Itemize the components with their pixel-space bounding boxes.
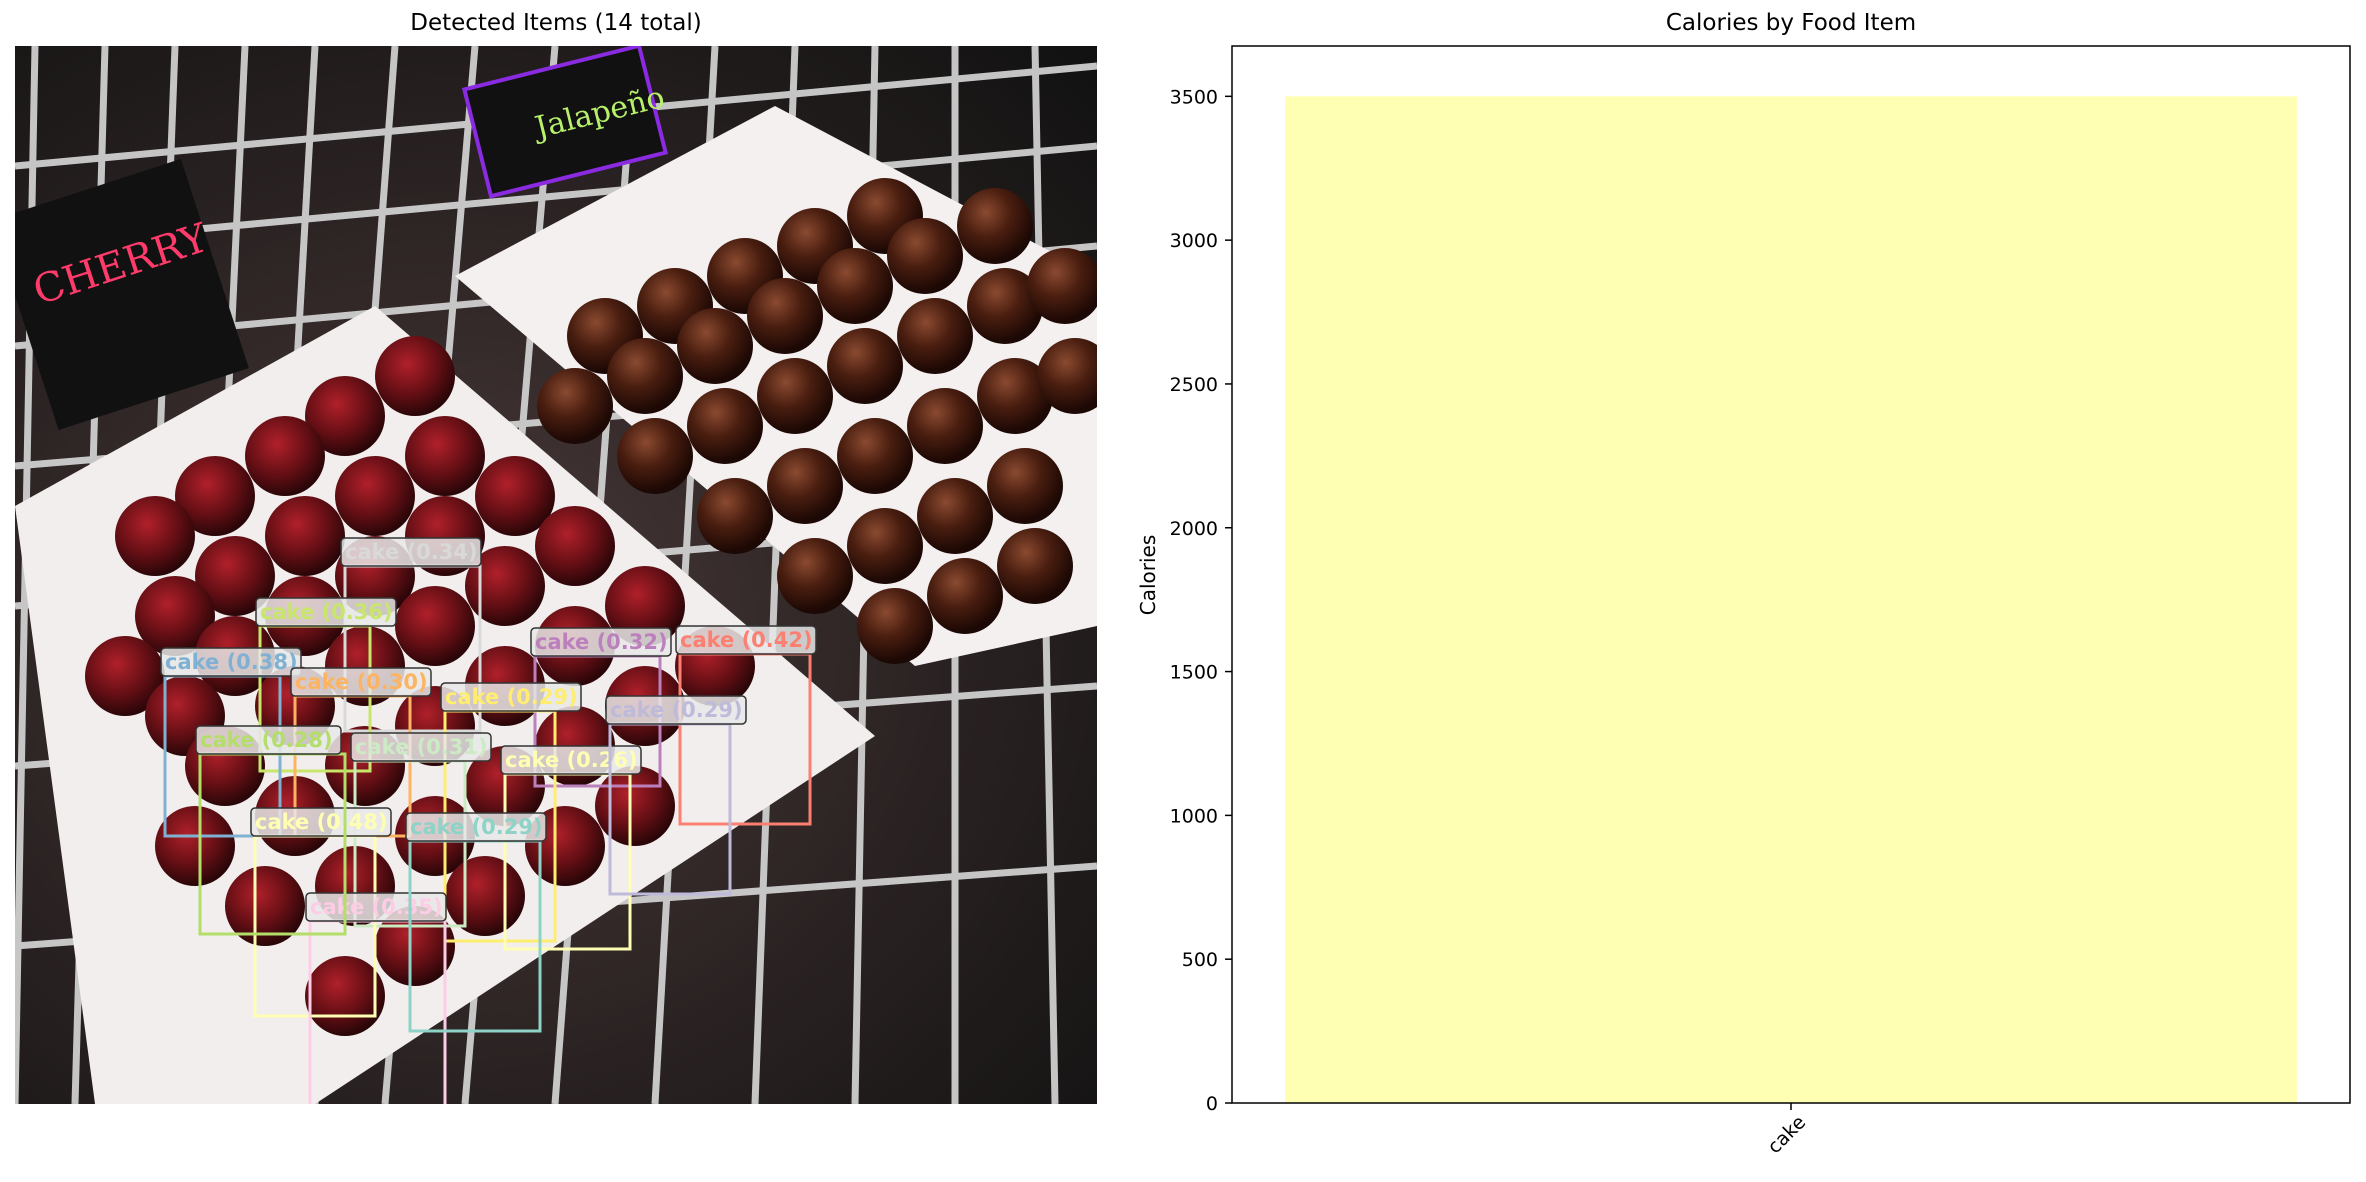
chocolate-truffle — [957, 188, 1033, 264]
y-tick-label: 3000 — [1170, 230, 1218, 252]
chocolate-truffle — [1037, 338, 1097, 414]
detection-label-bg — [160, 647, 302, 677]
food-display-scene: CHERRY Jalapeño cake (0.34)cake (0.36)ca… — [15, 46, 1097, 1104]
chocolate-truffle — [927, 558, 1003, 634]
y-axis: 0 500 1000 1500 2000 2500 3000 3500 — [1170, 86, 1232, 1115]
red-truffle — [335, 456, 415, 536]
chocolate-truffle — [607, 338, 683, 414]
jalapeno-sign — [461, 46, 669, 199]
chocolate-truffle — [907, 388, 983, 464]
detection-label: cake (0.36) — [260, 600, 393, 624]
chocolate-truffle — [967, 268, 1043, 344]
chocolate-truffle — [677, 308, 753, 384]
red-truffle — [175, 456, 255, 536]
red-truffle — [155, 806, 235, 886]
chocolate-truffle — [687, 388, 763, 464]
red-truffle — [245, 416, 325, 496]
red-truffle — [115, 496, 195, 576]
chart-title: Calories by Food Item — [1665, 10, 1917, 36]
detection-boxes: cake (0.34)cake (0.36)cake (0.38)cake (0… — [160, 537, 817, 1104]
chocolate-truffle — [1027, 248, 1097, 324]
bar-cake — [1285, 96, 2297, 1104]
detection-label-bg — [195, 725, 342, 755]
detection-label: cake (0.30) — [295, 670, 428, 694]
detection-label-bg — [350, 732, 492, 762]
chocolate-truffle — [847, 508, 923, 584]
chocolate-truffle — [747, 278, 823, 354]
detection-label: cake (0.48) — [255, 810, 388, 834]
chocolate-truffle — [887, 218, 963, 294]
red-truffle — [405, 416, 485, 496]
chocolate-truffle — [997, 528, 1073, 604]
y-tick-label: 1500 — [1170, 662, 1218, 684]
y-axis-label: Calories — [1136, 535, 1160, 616]
detection-label-bg — [290, 667, 432, 697]
chocolate-truffle — [767, 448, 843, 524]
chocolate-truffles — [537, 178, 1097, 664]
detection-label: cake (0.31) — [355, 735, 488, 759]
chocolate-truffle — [817, 248, 893, 324]
bars — [1285, 96, 2297, 1104]
detection-label: cake (0.28) — [200, 728, 333, 752]
detection-label: cake (0.38) — [165, 650, 298, 674]
chocolate-truffle — [977, 358, 1053, 434]
chocolate-truffle — [617, 418, 693, 494]
detection-photo: CHERRY Jalapeño cake (0.34) cake (0.36) ca… — [15, 46, 1097, 1104]
chocolate-truffle — [697, 478, 773, 554]
detection-label-bg — [340, 537, 482, 567]
y-tick-label: 1000 — [1170, 805, 1218, 827]
chocolate-truffle — [857, 588, 933, 664]
red-truffle — [265, 496, 345, 576]
detection-label: cake (0.35) — [310, 895, 443, 919]
red-truffle — [195, 536, 275, 616]
detection-label-bg — [500, 745, 642, 775]
red-truffle — [465, 546, 545, 626]
chocolate-truffle — [837, 418, 913, 494]
chocolate-truffle — [897, 298, 973, 374]
chocolate-truffle — [917, 478, 993, 554]
detection-label: cake (0.26) — [505, 748, 638, 772]
detection-label: cake (0.34) — [345, 540, 478, 564]
red-truffle — [535, 506, 615, 586]
detection-label-bg — [605, 695, 747, 725]
chocolate-truffle — [537, 368, 613, 444]
detection-label: cake (0.29) — [445, 685, 578, 709]
detection-label: cake (0.42) — [680, 628, 813, 652]
chocolate-truffle — [757, 358, 833, 434]
x-tick-label: cake — [1763, 1111, 1810, 1158]
detection-label: cake (0.29) — [610, 698, 743, 722]
red-truffle — [225, 866, 305, 946]
left-panel-title: Detected Items (14 total) — [410, 10, 702, 36]
red-truffle — [135, 576, 215, 656]
detection-label-bg — [440, 682, 582, 712]
red-truffle — [605, 566, 685, 646]
red-truffle — [305, 376, 385, 456]
red-truffle — [85, 636, 165, 716]
red-truffle — [395, 586, 475, 666]
y-tick-label: 0 — [1206, 1093, 1218, 1115]
y-tick-label: 3500 — [1170, 86, 1218, 108]
x-axis: cake — [1763, 1103, 1810, 1158]
plot-frame — [1231, 45, 2351, 1104]
red-truffle — [475, 456, 555, 536]
detection-label: cake (0.29) — [410, 815, 543, 839]
detection-label-bg — [250, 807, 392, 837]
detection-label-bg — [675, 625, 817, 655]
y-tick-label: 500 — [1182, 949, 1218, 971]
cherry-sign — [15, 158, 249, 430]
chocolate-truffle — [777, 538, 853, 614]
chocolate-truffle — [827, 328, 903, 404]
detection-label-bg — [405, 812, 547, 842]
detection-label: cake (0.32) — [535, 630, 668, 654]
red-truffle — [375, 336, 455, 416]
y-tick-label: 2500 — [1170, 374, 1218, 396]
chocolate-truffle — [987, 448, 1063, 524]
detection-label-bg — [530, 627, 672, 657]
detection-label-bg — [255, 597, 397, 627]
y-tick-label: 2000 — [1170, 518, 1218, 540]
